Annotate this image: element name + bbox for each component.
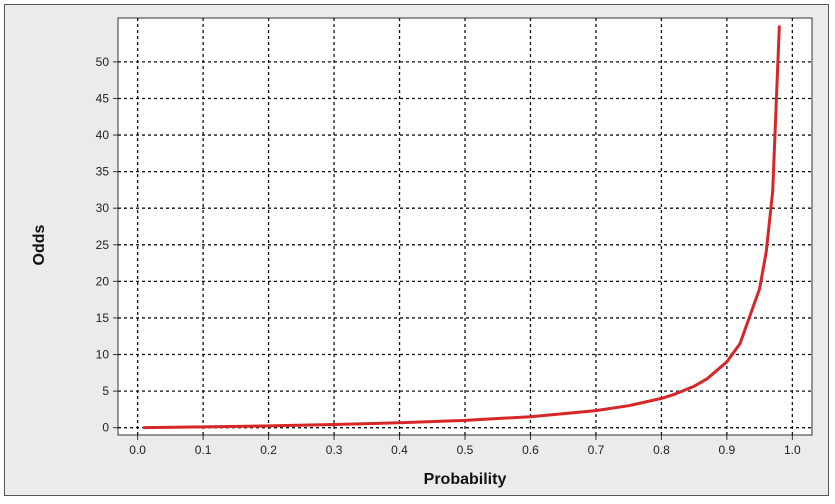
x-tick-label: 0.2 bbox=[260, 443, 277, 457]
grid bbox=[118, 18, 812, 435]
y-tick-label: 20 bbox=[96, 274, 110, 288]
series-layer bbox=[142, 25, 781, 430]
y-tick-label: 10 bbox=[96, 348, 110, 362]
y-tick-label: 0 bbox=[102, 421, 109, 435]
odds-curve-line bbox=[142, 25, 781, 430]
x-axis-title: Probability bbox=[424, 471, 507, 488]
x-tick-label: 0.0 bbox=[129, 443, 146, 457]
y-tick-label: 5 bbox=[102, 384, 109, 398]
y-tick-label: 15 bbox=[96, 311, 110, 325]
axis-ticks: 0.0 0.1 0.2 0.3 0.4 0.5 0.6 0.7 0.8 0.9 1.0 0 5 10 15 2… bbox=[96, 55, 801, 457]
x-tick-label: 0.3 bbox=[326, 443, 343, 457]
plot-area bbox=[117, 17, 813, 436]
x-tick-label: 0.9 bbox=[719, 443, 736, 457]
x-tick-label: 0.5 bbox=[457, 443, 474, 457]
x-tick-label: 0.4 bbox=[391, 443, 408, 457]
y-tick-label: 35 bbox=[96, 165, 110, 179]
x-tick-label: 0.6 bbox=[522, 443, 539, 457]
y-tick-label: 30 bbox=[96, 201, 110, 215]
x-tick-label: 0.7 bbox=[588, 443, 605, 457]
x-tick-label: 0.8 bbox=[653, 443, 670, 457]
y-tick-label: 25 bbox=[96, 238, 110, 252]
y-tick-label: 45 bbox=[96, 91, 110, 105]
y-axis-title: Odds bbox=[31, 224, 48, 265]
y-tick-label: 50 bbox=[96, 55, 110, 69]
x-tick-label: 0.1 bbox=[195, 443, 212, 457]
y-tick-label: 40 bbox=[96, 128, 110, 142]
x-tick-label: 1.0 bbox=[784, 443, 801, 457]
